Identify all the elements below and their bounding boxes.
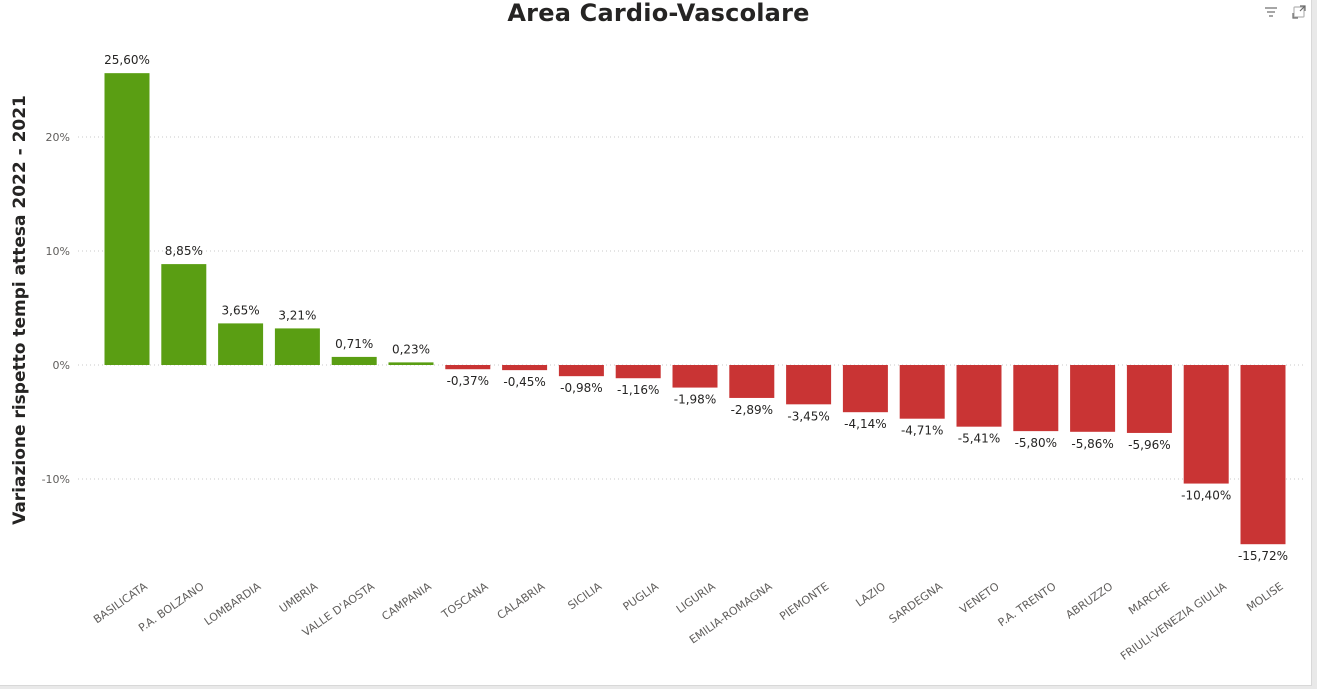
data-label: -0,45% xyxy=(503,375,545,389)
x-tick-label: PIEMONTE xyxy=(777,580,831,623)
data-label: -2,89% xyxy=(731,403,773,417)
bar-basilicata[interactable] xyxy=(104,73,150,365)
bar-toscana[interactable] xyxy=(445,365,491,370)
x-tick-label: SARDEGNA xyxy=(887,580,946,627)
data-label: 25,60% xyxy=(104,53,150,67)
data-label: -1,98% xyxy=(674,393,716,407)
bar-molise[interactable] xyxy=(1240,365,1286,545)
data-label: -15,72% xyxy=(1238,549,1288,563)
visual-header-icons xyxy=(1263,4,1307,20)
data-label: 8,85% xyxy=(165,244,203,258)
x-tick-label: PUGLIA xyxy=(621,580,662,614)
bar-p-a-trento[interactable] xyxy=(1013,365,1059,432)
bar-calabria[interactable] xyxy=(502,365,548,371)
x-tick-label: MARCHE xyxy=(1126,580,1172,618)
data-label: 0,71% xyxy=(335,337,373,351)
data-label: -4,71% xyxy=(901,424,943,438)
bar-campania[interactable] xyxy=(388,362,434,365)
x-tick-label: LAZIO xyxy=(853,580,888,610)
chart-title: Area Cardio-Vascolare xyxy=(507,0,810,27)
y-tick-label: -10% xyxy=(42,473,70,486)
bar-piemonte[interactable] xyxy=(786,365,832,405)
data-label: -3,45% xyxy=(787,409,829,423)
x-tick-label: SICILIA xyxy=(565,580,604,613)
bar-liguria[interactable] xyxy=(672,365,718,388)
bar-sicilia[interactable] xyxy=(558,365,604,377)
y-tick-label: 20% xyxy=(46,131,70,144)
bar-puglia[interactable] xyxy=(615,365,661,379)
x-tick-label: LOMBARDIA xyxy=(202,580,264,629)
x-tick-label: MOLISE xyxy=(1244,580,1285,614)
data-label: 3,21% xyxy=(278,308,316,322)
bar-sardegna[interactable] xyxy=(899,365,945,419)
x-tick-label: UMBRIA xyxy=(277,580,320,616)
x-tick-label: CALABRIA xyxy=(495,580,548,623)
x-tick-label: FRIULI-VENEZIA GIULIA xyxy=(1118,580,1229,663)
data-label: -0,98% xyxy=(560,381,602,395)
data-label: -5,86% xyxy=(1071,437,1113,451)
y-tick-label: 0% xyxy=(53,359,70,372)
x-tick-label: TOSCANA xyxy=(439,580,491,622)
bar-friuli-venezia-giulia[interactable] xyxy=(1183,365,1229,484)
bar-veneto[interactable] xyxy=(956,365,1002,427)
data-label: 0,23% xyxy=(392,342,430,356)
data-label: -5,41% xyxy=(958,432,1000,446)
data-label: -5,96% xyxy=(1128,438,1170,452)
x-tick-label: CAMPANIA xyxy=(379,580,434,624)
x-tick-label: ABRUZZO xyxy=(1063,580,1115,622)
bar-valle-d-aosta[interactable] xyxy=(331,356,377,365)
x-tick-label: LIGURIA xyxy=(674,580,718,616)
data-label: -5,80% xyxy=(1015,436,1057,450)
data-label: 3,65% xyxy=(222,303,260,317)
bar-lombardia[interactable] xyxy=(218,323,264,365)
bar-marche[interactable] xyxy=(1126,365,1172,433)
focus-mode-icon[interactable] xyxy=(1291,4,1307,20)
x-tick-label: VENETO xyxy=(957,580,1002,617)
x-tick-label: P.A. TRENTO xyxy=(996,580,1059,630)
y-tick-label: 10% xyxy=(46,245,70,258)
bar-lazio[interactable] xyxy=(842,365,888,413)
bar-abruzzo[interactable] xyxy=(1070,365,1116,432)
data-label: -10,40% xyxy=(1181,489,1231,503)
bar-p-a-bolzano[interactable] xyxy=(161,264,207,365)
bar-emilia-romagna[interactable] xyxy=(729,365,775,398)
data-label: -1,16% xyxy=(617,383,659,397)
data-label: -0,37% xyxy=(447,374,489,388)
bar-umbria[interactable] xyxy=(274,328,320,365)
data-label: -4,14% xyxy=(844,417,886,431)
filter-icon[interactable] xyxy=(1263,4,1279,20)
